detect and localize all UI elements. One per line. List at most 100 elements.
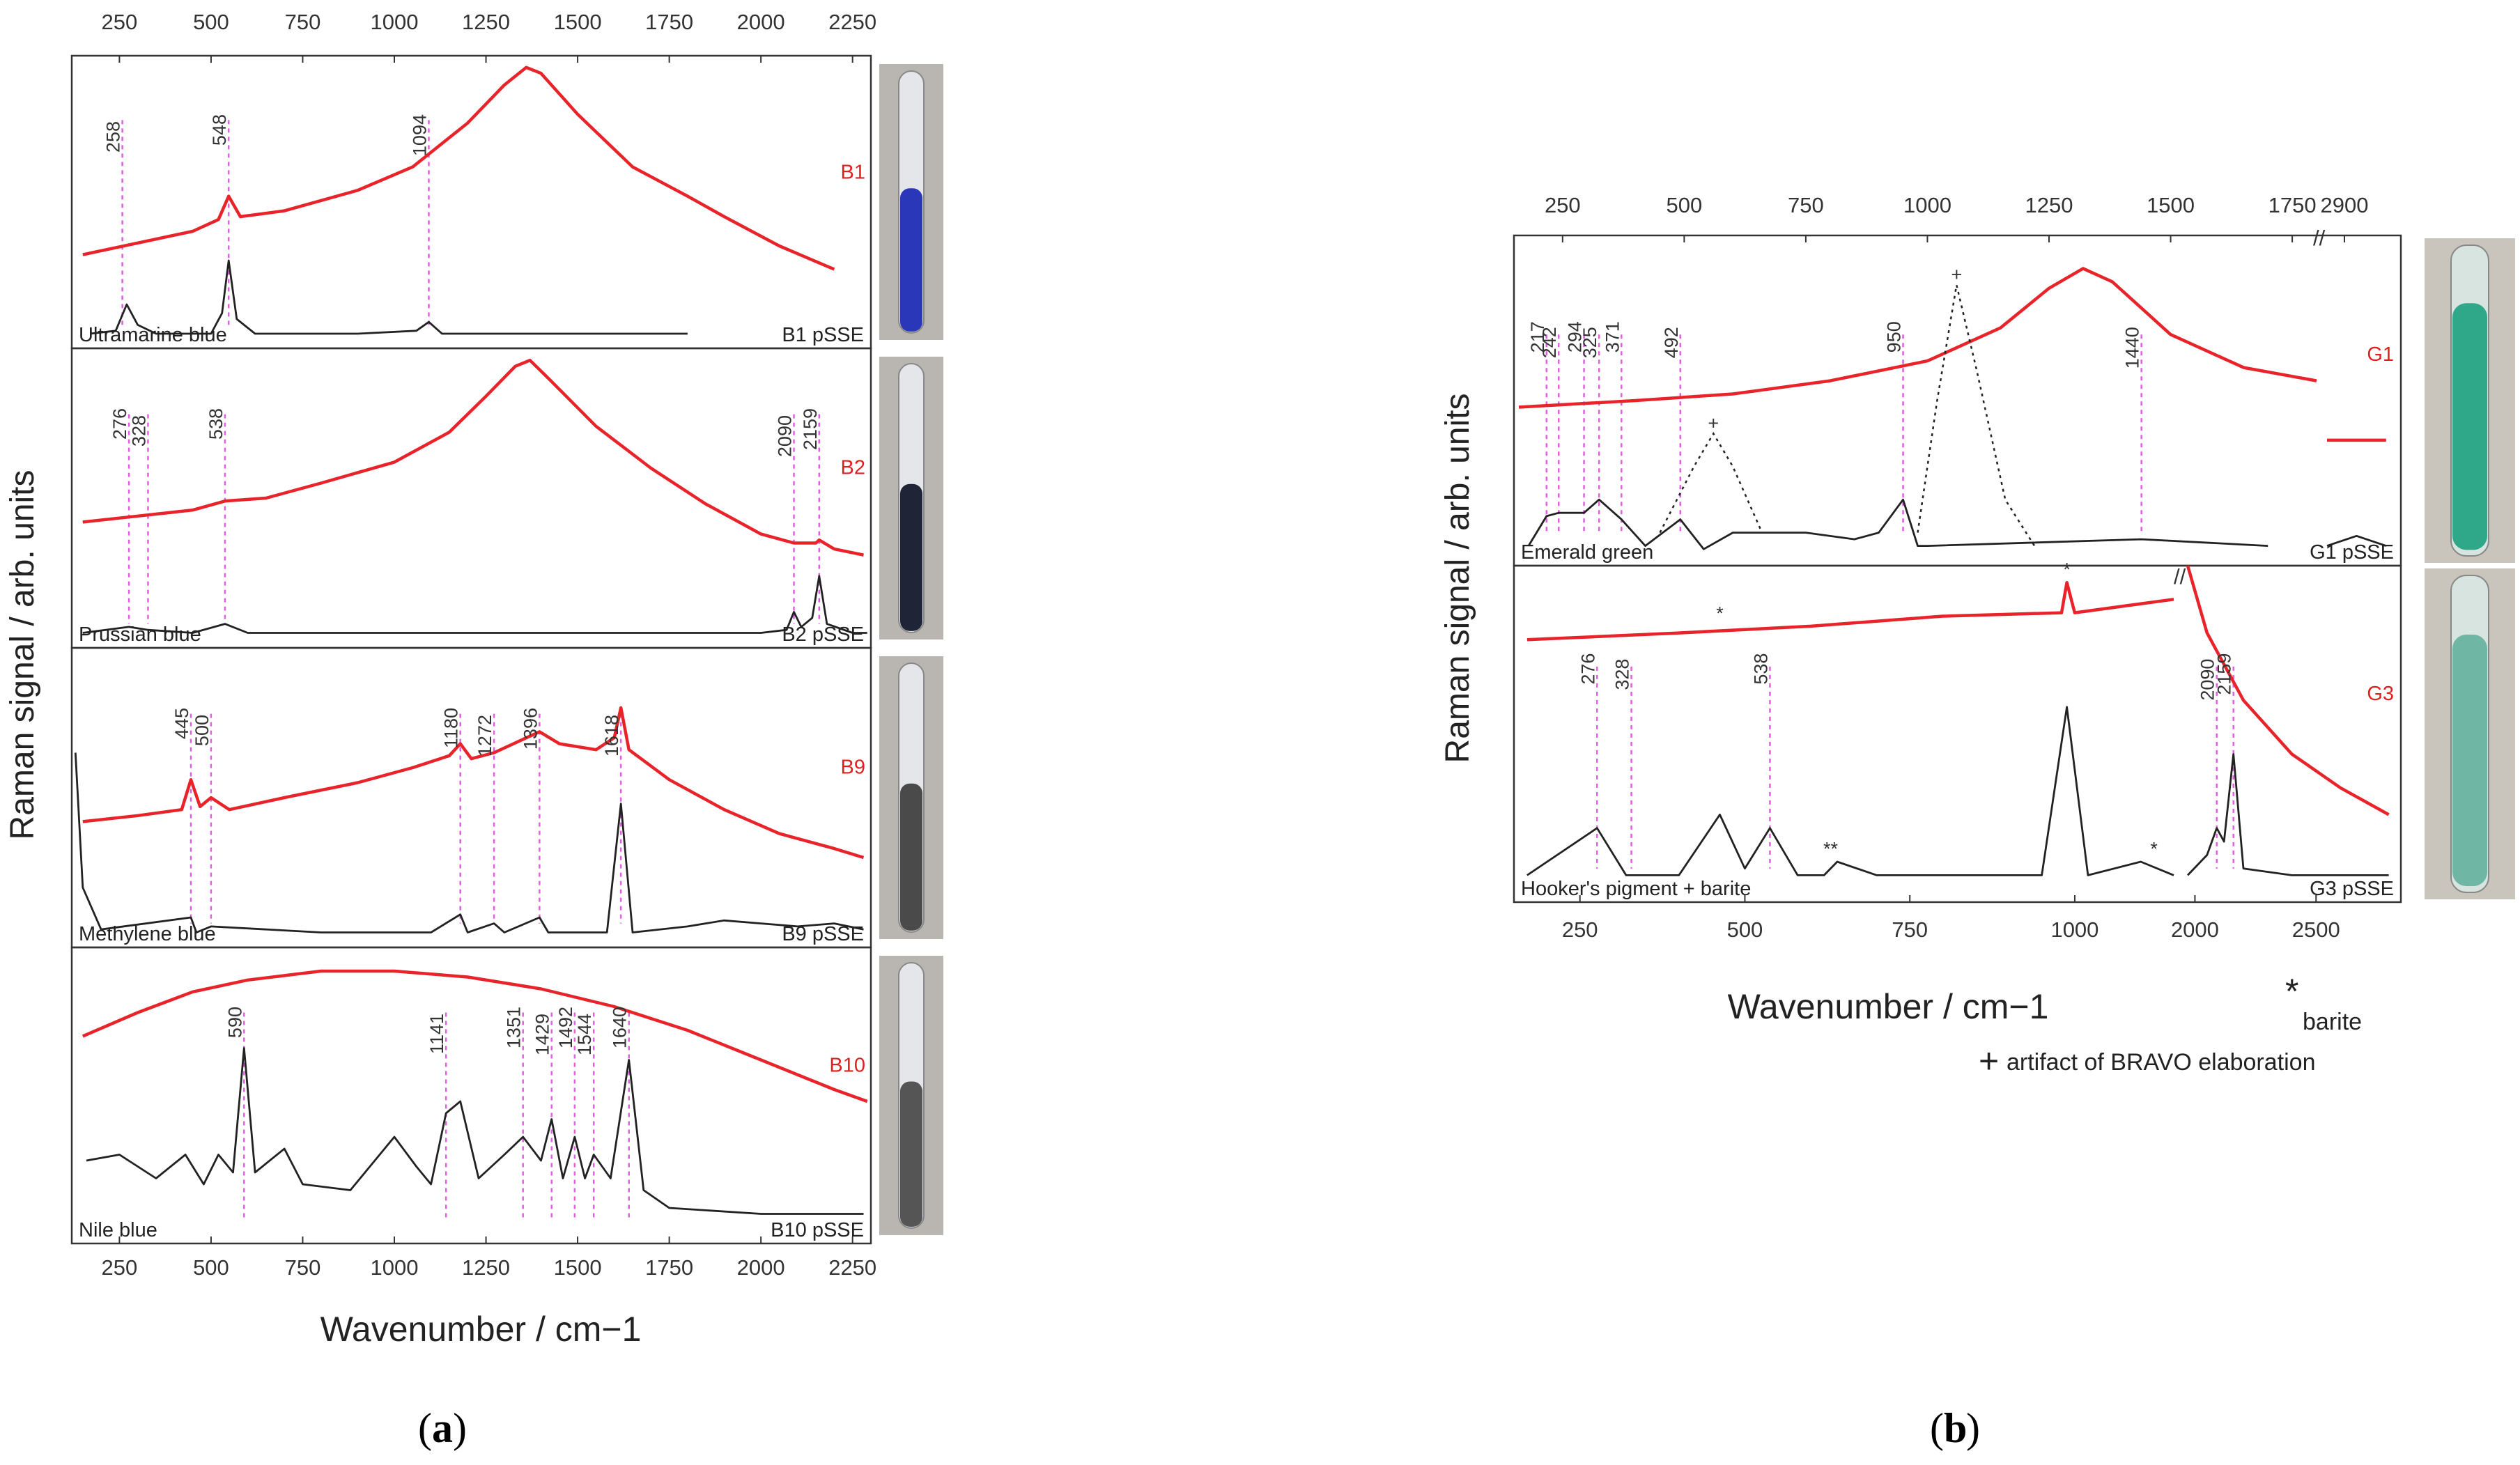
b-bottom-tick-label: 500 <box>1727 917 1763 942</box>
a-top-tick-label: 2000 <box>737 10 785 34</box>
a-top-tick-label: 1250 <box>462 10 510 34</box>
peak-label: 1618 <box>601 715 622 757</box>
b-bottom-tick-label: 1000 <box>2050 917 2098 942</box>
peak-label: 2159 <box>2214 653 2235 695</box>
peak-label: 328 <box>128 415 149 447</box>
a-vial-fill-2 <box>900 483 922 631</box>
sample-label: G1 pSSE <box>2310 541 2394 564</box>
a-top-tick-label: 500 <box>193 10 229 34</box>
chart-b: 250 500 750 1000 1250 1500 1750 2900 250 500 750 1… <box>1439 193 2515 1451</box>
b-bottom-tick-label: 2000 <box>2171 917 2219 942</box>
peak-label: 500 <box>192 715 212 746</box>
peak-label: 1351 <box>504 1007 525 1048</box>
a-panel-2-frame <box>70 347 872 649</box>
peak-label: 2090 <box>2197 659 2218 701</box>
axis-break-mark: // <box>2174 564 2186 589</box>
a-panel-1: 548 258 1094 B1 Ultramarine blue B1 pSSE <box>79 65 865 346</box>
reference-name: Methylene blue <box>79 923 216 945</box>
a-top-tick-label: 1000 <box>371 10 419 34</box>
b-bottom-ticks: 250 500 750 1000 2000 2500 <box>1562 895 2340 942</box>
a-bottom-ticks: 250 500 750 1000 1250 1500 1750 2000 2250 <box>102 1237 876 1280</box>
peak-label: 276 <box>109 408 130 440</box>
peak-label: 1544 <box>574 1014 595 1055</box>
peak-label: 2159 <box>800 408 821 450</box>
a-vial-fill-1 <box>900 188 922 332</box>
reference-name: Emerald green <box>1521 541 1653 564</box>
b-artifact-mark: + <box>1951 264 1962 285</box>
peak-label: 371 <box>1602 321 1623 352</box>
peak-label: 1094 <box>409 114 430 156</box>
b-legend-barite: barite <box>2303 1009 2362 1035</box>
b-caption-letter: b <box>1944 1405 1967 1451</box>
peak-label: 1492 <box>555 1007 576 1048</box>
b-legend-plus: + <box>1979 1041 1999 1080</box>
barite-mark: * <box>1716 603 1724 623</box>
a-reference-spectrum-1 <box>90 259 688 335</box>
b-artifact-peak-2 <box>1917 284 2036 547</box>
b-reference-spectrum-1 <box>1527 498 2268 550</box>
b-artifact-peak-1 <box>1659 431 1763 534</box>
b-top-ticks: 250 500 750 1000 1250 1500 1750 2900 <box>1545 193 2369 242</box>
sample-label: B9 pSSE <box>782 923 864 945</box>
a-spectra: 548 258 1094 B1 Ultramarine blue B1 pSSE 27632… <box>74 65 868 1241</box>
b-legend-artifact: artifact of BRAVO elaboration <box>2007 1049 2315 1076</box>
peak-label: 590 <box>224 1007 245 1038</box>
a-reference-spectrum-4 <box>86 1047 864 1215</box>
b-top-tick-label: 250 <box>1545 193 1581 217</box>
peak-label: 492 <box>1661 327 1682 358</box>
peak-label: 2090 <box>775 415 796 457</box>
sample-label: B10 pSSE <box>771 1219 864 1241</box>
a-vial-fill-4 <box>900 1081 922 1227</box>
a-sample-spectrum-3 <box>82 706 865 860</box>
peak-label: 258 <box>103 121 124 153</box>
b-caption-open: ( <box>1930 1405 1944 1451</box>
a-caption-letter: a <box>432 1405 453 1451</box>
a-reference-spectrum-3 <box>74 752 864 933</box>
a-bottom-tick-label: 1250 <box>462 1255 510 1280</box>
peak-label: 538 <box>1750 653 1771 685</box>
a-bottom-tick-label: 1750 <box>645 1255 693 1280</box>
b-bottom-tick-label: 250 <box>1562 917 1598 942</box>
reference-name: Prussian blue <box>79 623 201 646</box>
b-top-tick-label: 2900 <box>2321 193 2369 217</box>
b-sample-tail-2 <box>2186 565 2390 816</box>
sample-label: B1 pSSE <box>782 324 864 346</box>
a-sample-spectrum-2 <box>82 358 864 557</box>
peak-label: 217 <box>1527 321 1548 352</box>
b-top-tick-label: 500 <box>1666 193 1702 217</box>
a-caption-close: ) <box>453 1405 467 1451</box>
a-top-tick-label: 2250 <box>828 10 876 34</box>
barite-mark: * <box>2063 559 2071 580</box>
reference-name: Hooker's pigment + barite <box>1521 878 1751 900</box>
red-label: B9 <box>841 757 865 779</box>
barite-mark: * <box>2150 838 2158 859</box>
b-vial-fill-2 <box>2452 635 2487 886</box>
sample-label: B2 pSSE <box>782 623 864 646</box>
b-reference-spectrum-2 <box>1526 706 2174 876</box>
b-sample-spectrum-1 <box>1518 267 2317 409</box>
peak-label: 294 <box>1565 321 1586 352</box>
a-panel-1-frame <box>70 54 872 350</box>
red-label: G3 <box>2367 683 2394 705</box>
peak-label: 276 <box>1577 653 1598 685</box>
barite-mark: ** <box>1823 838 1839 859</box>
red-label: B1 <box>841 161 865 183</box>
a-ylabel: Raman signal / arb. units <box>4 470 41 840</box>
b-top-tick-label: 1750 <box>2268 193 2317 217</box>
b-vial-fill-1 <box>2452 303 2487 550</box>
a-sample-spectrum-4 <box>82 969 868 1103</box>
b-sample-photos <box>2425 238 2515 899</box>
a-bottom-tick-label: 1500 <box>554 1255 602 1280</box>
b-xlabel: Wavenumber / cm−1 <box>1728 987 2049 1026</box>
a-bottom-tick-label: 500 <box>193 1255 229 1280</box>
b-ylabel: Raman signal / arb. units <box>1439 394 1476 763</box>
b-artifact-mark: + <box>1708 412 1719 433</box>
b-top-tick-label: 1500 <box>2147 193 2195 217</box>
red-label: B10 <box>829 1055 865 1077</box>
b-caption-close: ) <box>1966 1405 1980 1451</box>
